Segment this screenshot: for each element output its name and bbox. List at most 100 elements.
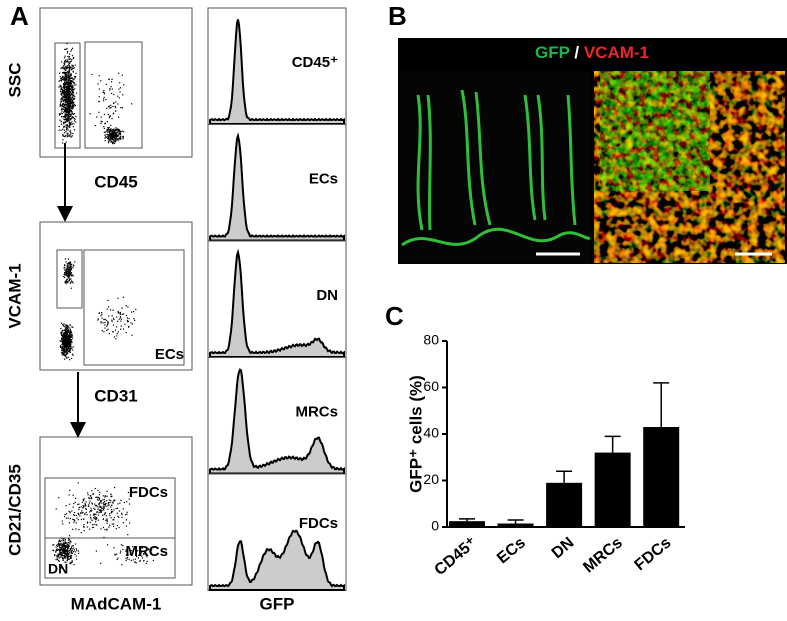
event-dot: [102, 518, 105, 520]
event-dot: [110, 136, 113, 138]
event-dot: [103, 126, 105, 128]
event-dot: [60, 93, 62, 95]
event-dot: [97, 489, 99, 491]
error-bar: [556, 470, 573, 483]
event-dot: [68, 97, 71, 99]
event-dot: [102, 322, 104, 324]
event-dot: [68, 541, 70, 543]
event-dot: [71, 84, 73, 86]
event-dot: [67, 544, 70, 546]
event-dot: [71, 96, 74, 99]
event-dot: [110, 135, 112, 138]
event-dot: [97, 508, 99, 510]
event-dot: [75, 72, 77, 74]
event-dot: [104, 528, 106, 531]
event-dot: [104, 140, 106, 142]
event-dot: [67, 270, 69, 272]
event-dot: [63, 72, 65, 74]
event-dot: [62, 557, 64, 559]
event-dot: [73, 67, 75, 69]
event-dot: [108, 526, 110, 528]
event-dot: [108, 499, 111, 501]
event-dot: [69, 489, 71, 491]
event-dot: [100, 80, 102, 82]
event-dot: [67, 331, 70, 333]
event-dot: [65, 343, 67, 345]
event-dot: [69, 118, 71, 120]
event-dot: [113, 131, 115, 133]
event-dot: [66, 97, 68, 100]
event-dot: [69, 75, 71, 77]
event-dot: [64, 101, 66, 103]
event-dot: [67, 70, 69, 72]
event-dot: [62, 545, 64, 548]
event-dot: [60, 322, 63, 324]
event-dot: [131, 334, 133, 336]
event-dot: [65, 113, 67, 116]
event-dot: [65, 98, 67, 101]
event-dot: [122, 522, 124, 524]
event-dot: [66, 48, 68, 50]
event-dot: [114, 136, 116, 138]
event-dot: [109, 115, 111, 117]
event-dot: [125, 331, 127, 334]
event-dot: [71, 87, 73, 89]
event-dot: [52, 549, 55, 552]
event-dot: [103, 96, 105, 98]
event-dot: [115, 139, 117, 141]
event-dot: [65, 71, 67, 74]
event-dot: [98, 494, 101, 496]
event-dot: [60, 100, 62, 102]
event-dot: [140, 552, 142, 554]
event-dot: [68, 273, 70, 275]
event-dot: [100, 502, 102, 504]
event-dot: [81, 510, 83, 512]
event-dot: [103, 507, 105, 509]
axis-label: SSC: [5, 63, 24, 98]
event-dot: [119, 502, 121, 504]
event-dot: [71, 337, 74, 339]
event-dot: [131, 549, 133, 552]
event-dot: [116, 507, 119, 509]
event-dot: [96, 524, 98, 526]
event-dot: [70, 563, 72, 565]
event-dot: [119, 82, 121, 84]
event-dot: [82, 498, 84, 501]
event-dot: [69, 262, 71, 265]
event-dot: [118, 131, 120, 133]
event-dot: [78, 503, 80, 505]
event-dot: [63, 346, 66, 348]
event-dot: [75, 548, 77, 550]
event-dot: [71, 281, 73, 283]
event-dot: [66, 546, 68, 548]
event-dot: [58, 540, 60, 543]
event-dot: [69, 265, 71, 267]
event-dot: [64, 80, 66, 82]
event-dot: [68, 90, 70, 93]
event-dot: [65, 88, 68, 90]
event-dot: [59, 547, 61, 549]
event-dot: [73, 97, 75, 100]
event-dot: [62, 558, 64, 560]
event-dot: [63, 352, 65, 354]
event-dot: [127, 554, 129, 556]
event-dot: [110, 493, 112, 496]
event-dot: [62, 550, 64, 552]
event-dot: [105, 136, 107, 138]
event-dot: [57, 543, 59, 546]
event-dot: [77, 550, 80, 552]
event-dot: [110, 137, 112, 139]
event-dot: [60, 555, 63, 557]
event-dot: [61, 540, 63, 542]
event-dot: [121, 307, 123, 309]
event-dot: [64, 111, 66, 113]
event-dot: [109, 131, 111, 133]
event-dot: [96, 511, 98, 513]
event-dot: [65, 95, 67, 97]
event-dot: [67, 113, 70, 115]
event-dot: [66, 542, 68, 544]
event-dot: [63, 91, 66, 93]
event-dot: [126, 321, 129, 323]
event-dot: [111, 88, 113, 90]
gate: [83, 249, 185, 366]
